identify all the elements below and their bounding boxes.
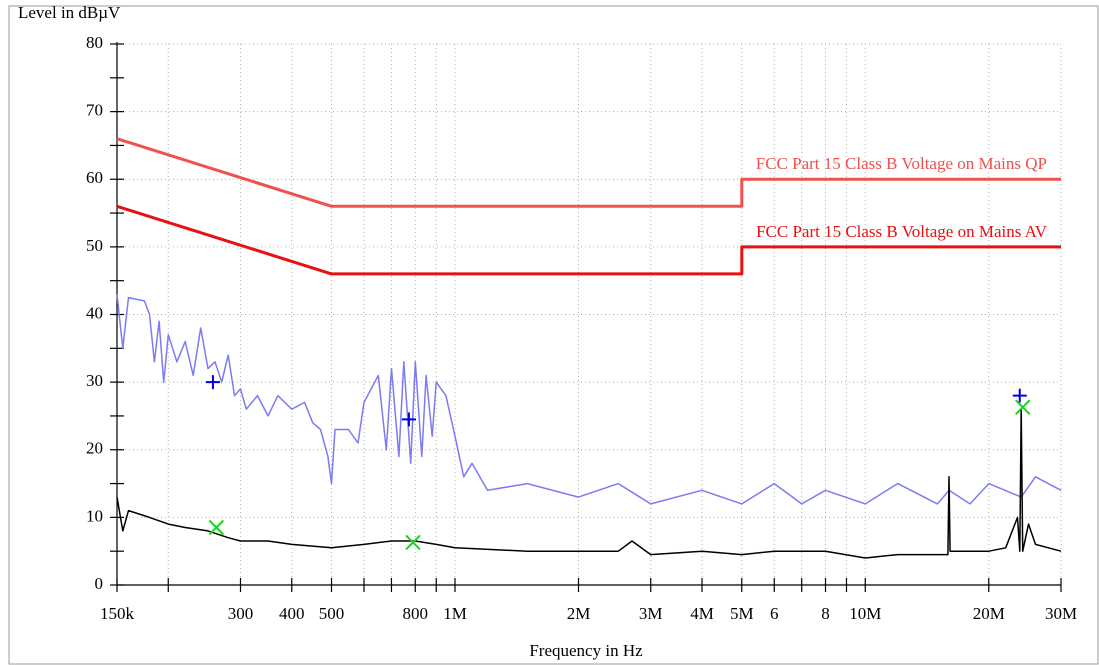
marker [1012,388,1027,403]
x-axis-title: Frequency in Hz [529,641,643,660]
x-tick-label: 1M [443,604,467,623]
x-tick-label: 10M [849,604,881,623]
y-tick-label: 80 [86,33,103,52]
y-tick-label: 30 [86,371,103,390]
marker [1015,399,1031,415]
x-tick-label: 8 [821,604,830,623]
x-tick-label: 2M [567,604,591,623]
marker [205,375,220,390]
legend-label: FCC Part 15 Class B Voltage on Mains QP [756,154,1047,173]
x-tick-label: 300 [228,604,254,623]
x-tick-label: 5M [730,604,754,623]
x-tick-label: 400 [279,604,305,623]
x-tick-label: 6 [770,604,779,623]
legend-label: FCC Part 15 Class B Voltage on Mains AV [756,222,1048,241]
x-tick-label: 150k [100,604,135,623]
x-tick-label: 30M [1045,604,1077,623]
marker [405,534,421,551]
frame [8,5,1099,665]
marker [208,519,225,536]
y-tick-label: 50 [86,236,103,255]
series-line [116,294,1062,505]
y-tick-label: 40 [86,303,103,322]
x-tick-label: 500 [319,604,345,623]
x-tick-label: 20M [973,604,1005,623]
y-tick-label: 70 [86,101,103,120]
series-line [116,137,1061,208]
y-tick-label: 10 [86,506,103,525]
series-line [116,408,1062,559]
marker [401,412,416,427]
x-tick-label: 4M [690,604,714,623]
series-line [116,204,1061,276]
y-tick-label: 0 [95,574,104,593]
y-tick-label: 60 [86,168,103,187]
y-axis-title: Level in dBµV [18,3,121,22]
x-tick-label: 800 [403,604,429,623]
y-tick-label: 20 [86,439,103,458]
x-tick-label: 3M [639,604,663,623]
